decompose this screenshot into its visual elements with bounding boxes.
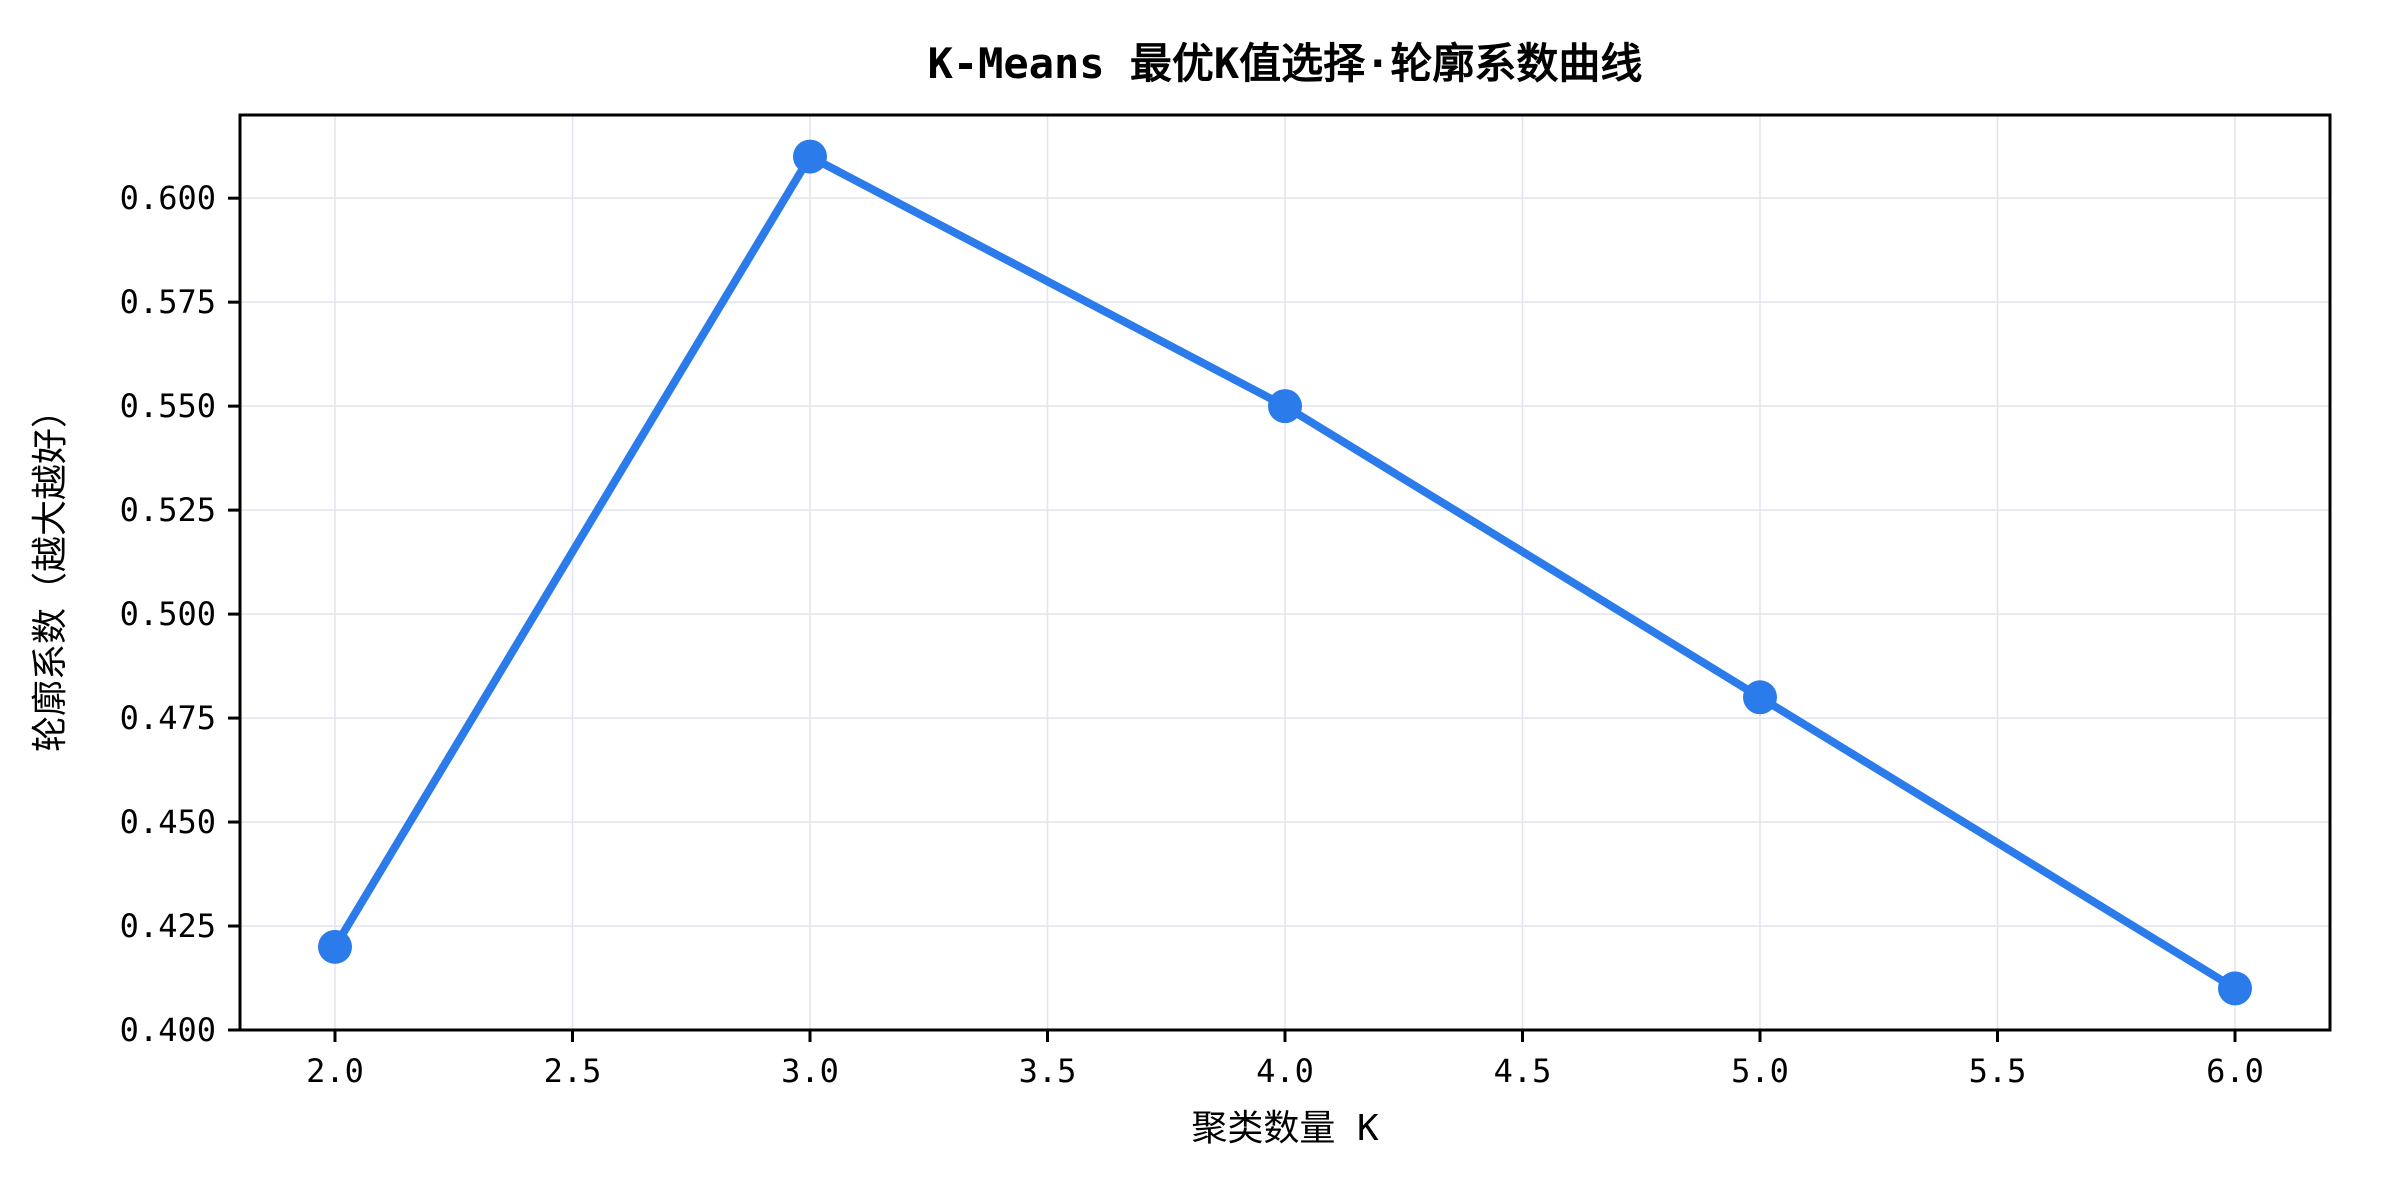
x-tick-label: 5.5	[1969, 1052, 2027, 1090]
data-point-marker	[1268, 389, 1302, 424]
x-tick-label: 5.0	[1731, 1052, 1789, 1090]
y-tick-label: 0.525	[120, 491, 216, 529]
y-tick-label: 0.450	[120, 803, 216, 841]
y-tick-label: 0.575	[120, 283, 216, 321]
y-tick-label: 0.425	[120, 907, 216, 945]
tick-labels: 2.0 2.5 3.0 3.5 4.0 4.5 5.0 5.5 6.0 0.400 0.425 0.4…	[120, 179, 2264, 1090]
tick-marks	[228, 196, 2237, 1042]
axes-border	[238, 113, 2332, 1032]
x-axis-label: 聚类数量 K	[1191, 1108, 1379, 1149]
data-point-marker	[318, 929, 352, 964]
chart-title: K-Means 最优K值选择·轮廓系数曲线	[928, 39, 1643, 88]
x-tick-label: 4.5	[1494, 1052, 1552, 1090]
x-tick-label: 2.0	[306, 1052, 364, 1090]
x-tick-label: 3.0	[781, 1052, 839, 1090]
series-layer	[318, 139, 2252, 1006]
y-axis-label: 轮廓系数（越大越好）	[30, 392, 71, 752]
y-tick-label: 0.500	[120, 595, 216, 633]
x-tick-label: 3.5	[1019, 1052, 1077, 1090]
y-tick-label: 0.475	[120, 699, 216, 737]
y-tick-label: 0.400	[120, 1011, 216, 1049]
x-tick-label: 6.0	[2206, 1052, 2264, 1090]
data-point-marker	[1743, 680, 1777, 715]
data-point-marker	[2218, 971, 2252, 1006]
y-tick-label: 0.600	[120, 179, 216, 217]
x-tick-label: 2.5	[544, 1052, 602, 1090]
y-tick-label: 0.550	[120, 387, 216, 425]
x-tick-label: 4.0	[1256, 1052, 1314, 1090]
data-point-marker	[793, 139, 827, 174]
